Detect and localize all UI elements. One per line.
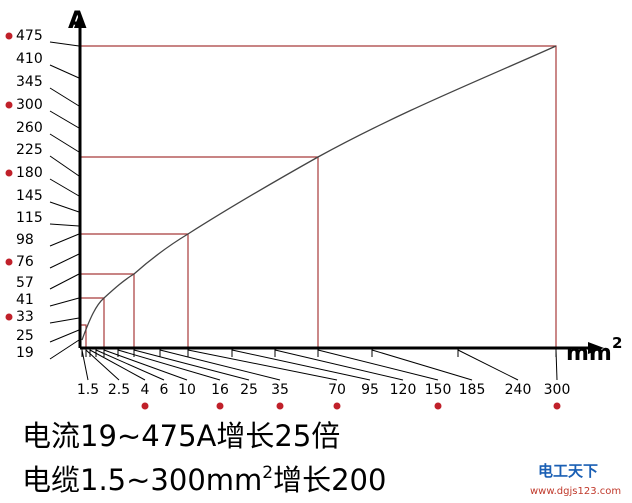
axes	[78, 24, 592, 350]
marker-dot	[5, 32, 13, 40]
leader-line	[49, 253, 80, 269]
y-tick-label: 260	[16, 120, 43, 136]
leader-line	[103, 349, 188, 381]
leader-line	[231, 349, 371, 381]
leader-line	[85, 349, 120, 381]
watermark-name: 电工天下	[538, 462, 598, 480]
y-tick-label: 41	[16, 292, 34, 308]
ref-line	[80, 156, 319, 348]
x-tick-label: 70	[328, 382, 346, 398]
leader-line	[133, 349, 250, 381]
leader-line	[49, 110, 80, 129]
marker-dot	[5, 313, 13, 321]
leader-line	[117, 349, 221, 381]
caption-sup: 2	[262, 463, 273, 483]
y-tick-label: 180	[16, 165, 43, 181]
x-tick-label: 120	[390, 382, 417, 398]
leader-line	[49, 64, 80, 79]
y-tick-label: 98	[16, 232, 34, 248]
marker-dot	[216, 402, 224, 410]
marker-dot	[333, 402, 341, 410]
leader-line	[81, 349, 89, 381]
x-tick-label: 25	[240, 382, 258, 398]
caption-tail: 增长200	[273, 463, 386, 497]
watermark-url: www.dgjs123.com	[530, 486, 621, 497]
marker-dot	[434, 402, 442, 410]
leader-line	[49, 41, 80, 47]
leader-line	[49, 87, 80, 107]
x-tick-label: 2.5	[108, 382, 130, 398]
x-title-sup: 2	[612, 334, 622, 352]
x-tick-label: 240	[505, 382, 532, 398]
leader-line	[49, 329, 80, 343]
y-title: A	[68, 6, 87, 34]
y-tick-label: 115	[16, 210, 43, 226]
leader-line	[49, 233, 80, 247]
ref-line	[80, 273, 135, 348]
leader-line	[89, 349, 146, 381]
leader-line	[274, 349, 404, 381]
x-tick-label: 185	[459, 382, 486, 398]
leader-line	[49, 155, 80, 177]
leader-line	[49, 133, 80, 153]
y-tick-label: 475	[16, 28, 43, 44]
marker-dot	[553, 402, 561, 410]
marker-dot	[5, 258, 13, 266]
y-arrow	[74, 12, 86, 28]
leader-line	[317, 349, 439, 381]
y-tick-label: 145	[16, 188, 43, 204]
leader-line	[49, 297, 80, 307]
caption: 电缆1.5~300mm2增长200	[22, 463, 386, 497]
leader-line	[371, 349, 473, 381]
y-tick-label: 76	[16, 254, 34, 270]
x-tick-label: 150	[425, 382, 452, 398]
y-tick-label: 300	[16, 97, 43, 113]
ref-line	[80, 297, 105, 348]
x-tick-label: 300	[544, 382, 571, 398]
x-tick-label: 16	[211, 382, 229, 398]
leader-line	[49, 223, 80, 227]
ref-line	[80, 324, 87, 348]
reference-lines	[80, 45, 557, 348]
y-tick-label: 33	[16, 309, 34, 325]
x-tick-label: 95	[361, 382, 379, 398]
y-tick-label: 57	[16, 275, 34, 291]
y-tick-label: 225	[16, 142, 43, 158]
x-title: mm	[566, 341, 612, 366]
leader-line	[159, 349, 281, 381]
leader-line	[49, 273, 80, 290]
x-tick-label: 10	[178, 382, 196, 398]
marker-dot	[276, 402, 284, 410]
x-tick-label: 4	[141, 382, 150, 398]
y-tick-label: 19	[16, 345, 34, 361]
marker-dot	[5, 169, 13, 177]
y-tick-label: 25	[16, 328, 34, 344]
y-tick-label: 345	[16, 74, 43, 90]
x-arrow	[588, 342, 604, 354]
leader-line	[49, 339, 80, 360]
caption-main: 电缆1.5~300mm	[22, 463, 262, 497]
leader-line	[49, 178, 80, 197]
marker-dot	[5, 101, 13, 109]
y-tick-label: 410	[16, 51, 43, 67]
leader-line	[187, 349, 338, 381]
leader-line	[49, 201, 80, 213]
x-tick-label: 6	[160, 382, 169, 398]
caption: 电流19~475A增长25倍	[22, 419, 340, 453]
marker-dot	[141, 402, 149, 410]
curve	[81, 45, 557, 341]
leader-line	[457, 349, 519, 381]
x-tick-label: 1.5	[77, 382, 99, 398]
leader-line	[49, 317, 80, 324]
leader-line	[95, 349, 165, 381]
x-tick-label: 35	[271, 382, 289, 398]
